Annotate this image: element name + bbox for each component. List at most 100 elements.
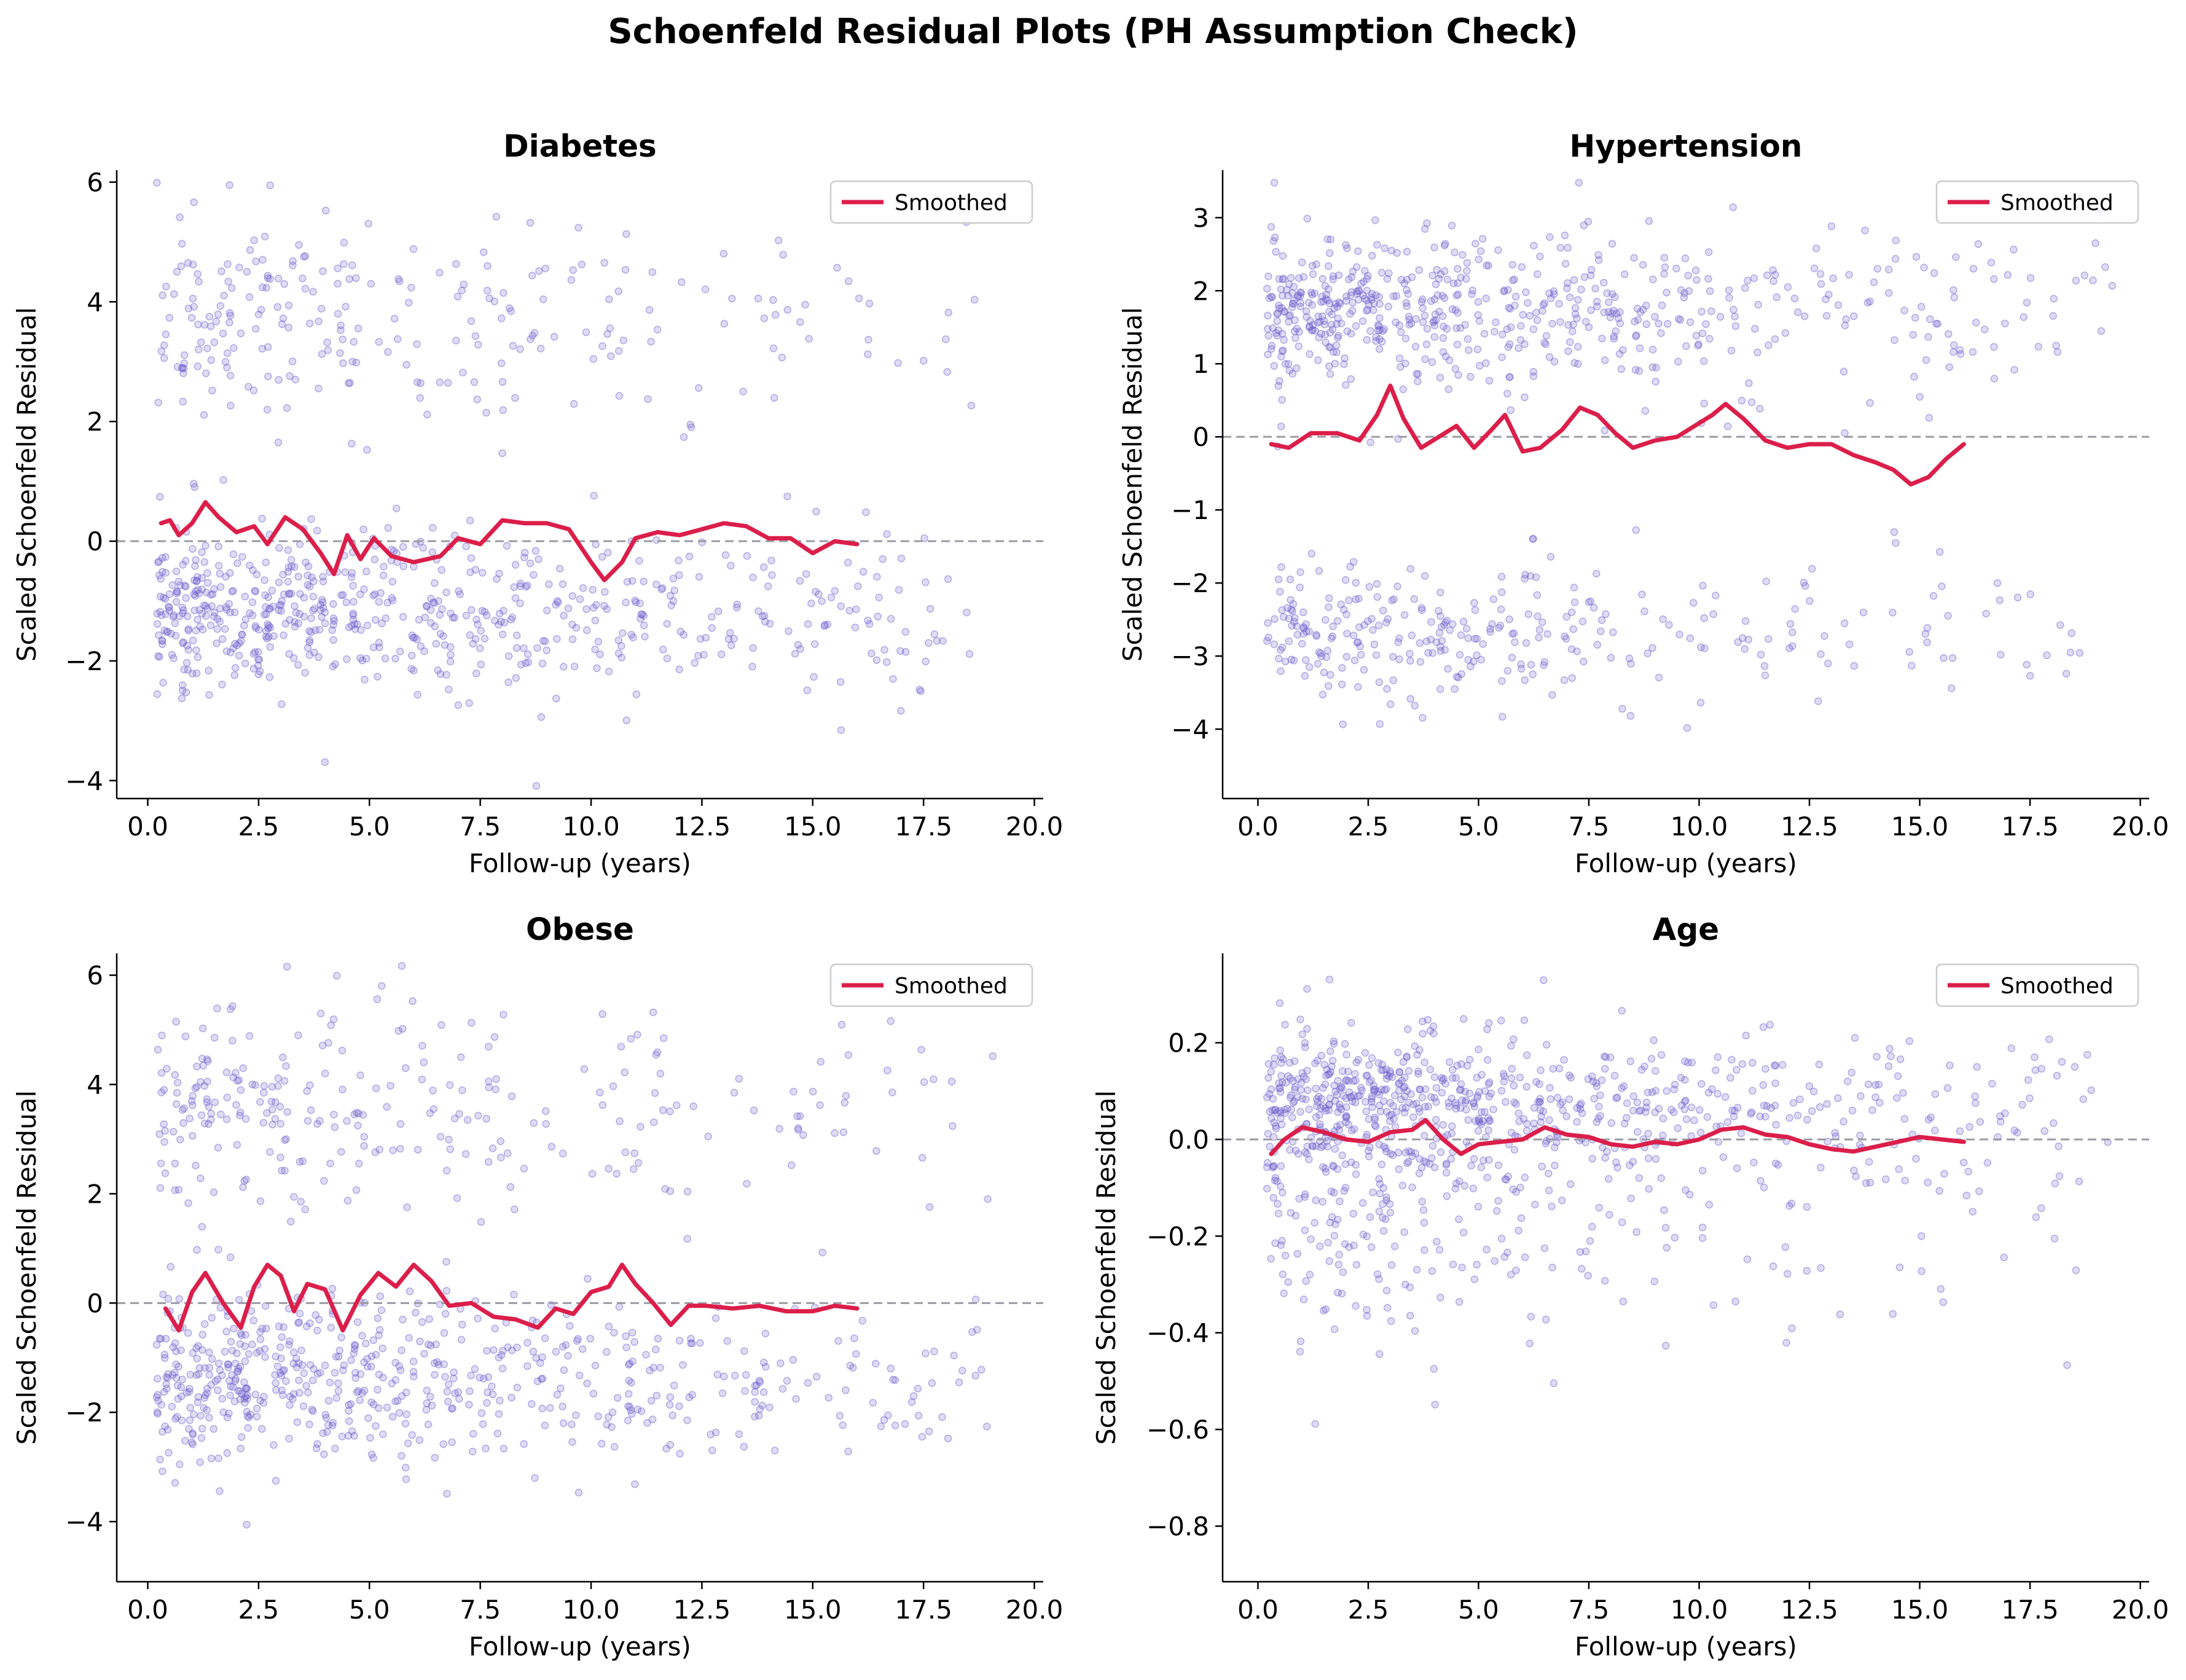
residual-point [600,259,609,267]
residual-point [1411,701,1419,709]
residual-point [520,644,528,652]
residual-point [198,1024,207,1033]
residual-point [1419,1029,1427,1038]
residual-point [266,1148,274,1156]
residual-point [318,350,326,358]
residual-point [171,1479,179,1487]
residual-point [251,324,260,333]
residual-point [190,480,198,488]
residual-point [632,690,641,698]
residual-point [1945,363,1954,371]
x-tick-label: 0.0 [1237,811,1279,842]
residual-point [842,1386,850,1394]
residual-point [872,1147,880,1155]
residual-point [339,1085,347,1093]
residual-point [305,636,314,644]
residual-point [350,338,358,346]
residual-point [374,1386,382,1394]
residual-point [944,308,953,317]
residual-point [785,627,793,635]
residual-point [1704,1088,1713,1097]
residual-point [837,1020,846,1029]
residual-point [735,1430,743,1439]
residual-point [2020,313,2027,321]
residual-point [589,604,598,612]
residual-point [1343,630,1351,638]
residual-point [364,219,373,228]
residual-point [1596,1112,1604,1120]
residual-point [334,310,342,318]
residual-point [351,1374,359,1382]
residual-point [652,1391,661,1400]
residual-point [1430,1163,1439,1171]
residual-point [1290,283,1298,291]
residual-point [1690,599,1698,607]
residual-point [1307,550,1315,558]
residual-point [367,1450,376,1459]
residual-point [1330,1040,1338,1048]
residual-point [423,1386,431,1394]
residual-point [1760,662,1769,670]
residual-point [1408,273,1416,281]
residual-point [735,1074,743,1083]
residual-point [1428,649,1437,657]
residual-point [1268,293,1277,301]
residual-point [1803,1267,1811,1275]
residual-point [447,651,455,658]
y-tick-label: −2 [1171,568,1209,598]
residual-points [1263,975,2112,1428]
residual-point [167,630,175,638]
residual-point [1326,1094,1334,1102]
residual-point [1926,315,1934,323]
subplot-diabetes: 0.0 2.5 5.0 7.5 10.0 12.5 15.0 17.5 20.0−4−20246… [12,128,1063,878]
residual-point [591,646,599,654]
residual-point [1510,1082,1518,1090]
residual-point [420,647,428,655]
residual-point [1521,571,1529,579]
residual-point [1293,364,1301,372]
residual-point [1303,985,1311,993]
residual-point [1362,1108,1371,1115]
residual-point [1800,312,1809,321]
residual-point [1548,691,1556,699]
residual-point [258,515,266,523]
residual-point [1498,353,1506,361]
residual-point [173,589,181,598]
residual-point [1702,320,1710,328]
residual-point [154,1410,162,1418]
residual-point [1817,650,1825,658]
residual-point [200,1320,209,1328]
residual-point [1277,1053,1285,1061]
residual-point [1312,260,1320,268]
residual-point [1283,291,1292,300]
residual-point [222,1327,230,1336]
residual-point [160,354,168,362]
residual-point [388,545,396,553]
residual-point [154,1045,162,1054]
y-tick-label: 2 [1193,276,1209,306]
residual-point [1444,385,1453,393]
residual-point [803,686,812,695]
residual-point [1435,607,1443,615]
residual-point [1387,1261,1396,1269]
residual-point [190,1410,198,1418]
residual-point [594,638,603,646]
residual-point [1452,1104,1460,1113]
residual-point [1615,350,1624,358]
residual-point [1700,399,1709,408]
residual-point [1302,1095,1310,1104]
residual-point [259,1119,268,1127]
residual-point [171,619,179,627]
residual-point [364,1414,372,1423]
residual-point [1400,611,1409,619]
residual-point [1548,319,1556,328]
residual-point [286,372,294,380]
residual-point [222,1115,231,1123]
residual-point [1428,1154,1436,1162]
residual-point [554,598,562,606]
residual-point [603,330,611,338]
residual-point [197,1174,205,1182]
residual-point [1335,1251,1343,1259]
residual-point [294,619,303,628]
residual-point [651,1089,659,1097]
